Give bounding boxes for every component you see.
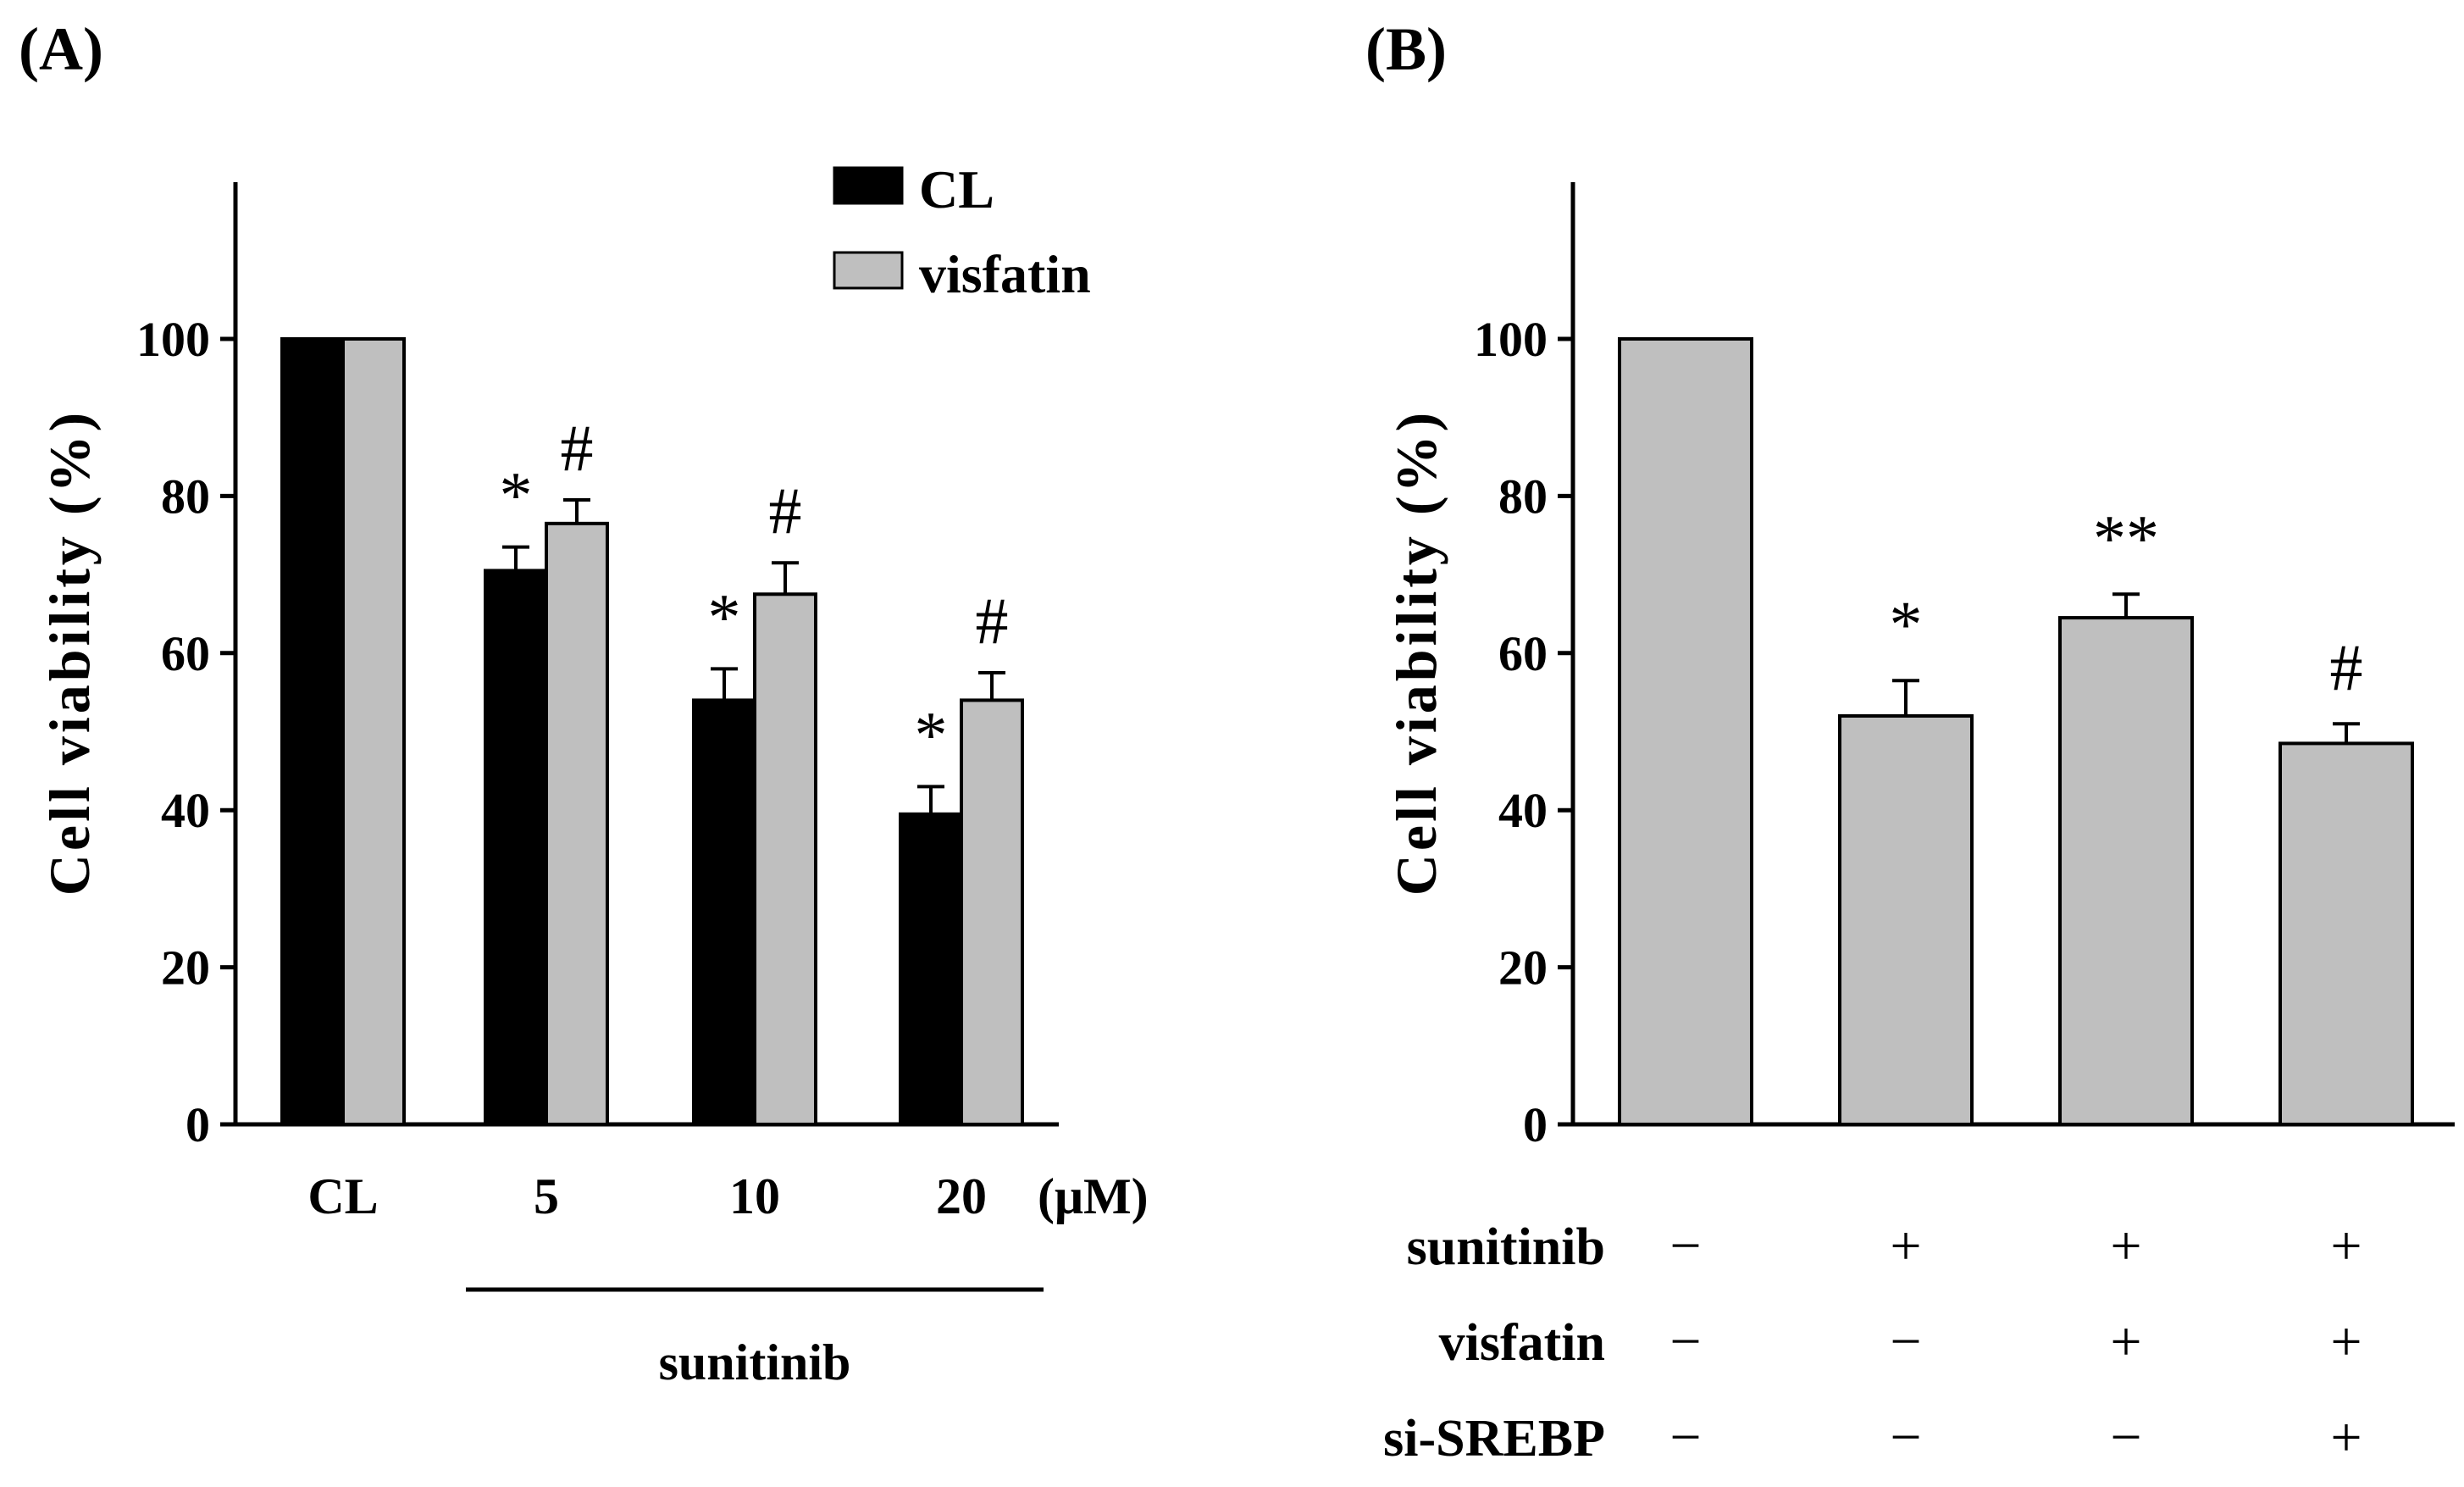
- panel-b-condition-sign: −: [1669, 1311, 1701, 1373]
- panel-a-significance-marker: *: [500, 458, 533, 532]
- panel-b-y-axis-label: Cell viability (%): [1384, 409, 1448, 896]
- panel-a-label: (A): [19, 15, 103, 83]
- panel-b-bar: [1838, 713, 1974, 1127]
- panel-a-bar-visfatin: [960, 698, 1024, 1126]
- panel-b-ytick-label: 60: [1498, 626, 1548, 681]
- panel-a-significance-marker: #: [976, 584, 1009, 657]
- panel-a-bar-cl: [899, 812, 963, 1127]
- panel-a-x-category: CL: [307, 1168, 378, 1224]
- panel-b-condition-sign: −: [1669, 1407, 1701, 1468]
- panel-b-bar: [1618, 337, 1753, 1126]
- panel-b-condition-sign: −: [1890, 1311, 1921, 1373]
- panel-b-ytick-label: 20: [1498, 940, 1548, 996]
- panel-a-bar-visfatin: [341, 337, 406, 1126]
- panel-a-ytick-label: 40: [161, 783, 210, 838]
- panel-b-condition-sign: −: [1669, 1215, 1701, 1277]
- legend-label-visfatin: visfatin: [919, 244, 1091, 304]
- panel-a-sunitinib-label: sunitinib: [659, 1334, 851, 1390]
- panel-b-condition-sign: +: [2330, 1311, 2362, 1373]
- panel-b-bar: [2279, 741, 2414, 1127]
- panel-b-significance-marker: #: [2330, 630, 2363, 704]
- panel-a-bar-cl: [484, 569, 548, 1126]
- panel-b-label: (B): [1365, 15, 1447, 83]
- panel-b-condition-label: visfatin: [1439, 1314, 1605, 1372]
- panel-b-condition-label: sunitinib: [1407, 1218, 1605, 1276]
- panel-b-condition-label: si-SREBP: [1383, 1410, 1605, 1468]
- panel-a-significance-marker: *: [708, 580, 741, 653]
- panel-b-condition-sign: +: [2110, 1215, 2141, 1277]
- panel-a-significance-marker: *: [915, 697, 948, 771]
- panel-a-x-category: 5: [534, 1168, 559, 1224]
- panel-b-ytick-label: 100: [1474, 312, 1548, 367]
- panel-a-y-axis-label: Cell viability (%): [37, 409, 102, 896]
- panel-b-condition-sign: −: [2110, 1407, 2141, 1468]
- panel-b-ytick-label: 80: [1498, 469, 1548, 524]
- panel-a-bar-cl: [280, 337, 345, 1126]
- panel-b-condition-sign: +: [2330, 1215, 2362, 1277]
- panel-a-ytick-label: 100: [136, 312, 210, 367]
- panel-b-condition-sign: +: [2110, 1311, 2141, 1373]
- panel-a-bar-cl: [692, 698, 756, 1126]
- panel-a-x-category: 10: [729, 1168, 780, 1224]
- panel-a-x-category: 20: [936, 1168, 987, 1224]
- panel-a-bar-visfatin: [545, 521, 609, 1126]
- panel-a-bar-visfatin: [753, 592, 817, 1126]
- panel-a-ytick-label: 60: [161, 626, 210, 681]
- legend-swatch-visfatin: [833, 251, 904, 290]
- panel-a-x-unit: (μM): [1038, 1168, 1149, 1224]
- panel-a-significance-marker: #: [769, 474, 802, 547]
- legend-label-cl: CL: [919, 159, 994, 219]
- panel-a-ytick-label: 20: [161, 940, 210, 996]
- panel-b-significance-marker: **: [2093, 501, 2159, 574]
- panel-b-ytick-label: 0: [1523, 1097, 1548, 1152]
- panel-b-condition-sign: +: [1890, 1215, 1921, 1277]
- panel-b-significance-marker: *: [1890, 587, 1923, 661]
- panel-a-ytick-label: 0: [185, 1097, 210, 1152]
- panel-b-bar: [2058, 616, 2194, 1126]
- panel-a-ytick-label: 80: [161, 469, 210, 524]
- panel-b-condition-sign: −: [1890, 1407, 1921, 1468]
- panel-a-significance-marker: #: [561, 411, 594, 485]
- legend-swatch-cl: [833, 166, 904, 205]
- panel-b-condition-sign: +: [2330, 1407, 2362, 1468]
- panel-b-ytick-label: 40: [1498, 783, 1548, 838]
